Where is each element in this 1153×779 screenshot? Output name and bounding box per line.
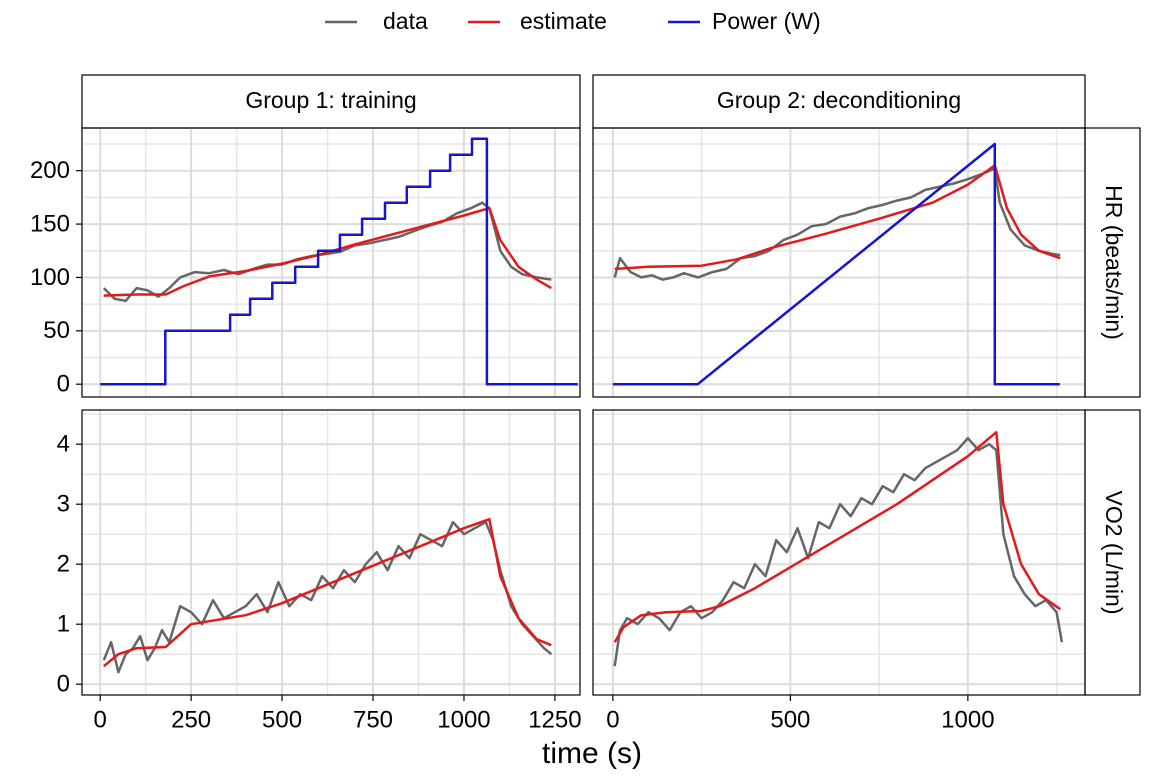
x-tick-label: 1000 — [941, 706, 994, 733]
y-tick-label: 2 — [57, 551, 70, 578]
panel — [593, 410, 1085, 695]
x-axis-label: time (s) — [542, 737, 642, 770]
y-tick-label: 4 — [57, 431, 70, 458]
y-tick-label: 1 — [57, 611, 70, 638]
panel-border — [81, 127, 581, 398]
strip — [81, 74, 581, 129]
y-tick-label: 150 — [30, 210, 70, 237]
strip — [1084, 127, 1141, 398]
strip-label: Group 1: training — [245, 87, 416, 113]
series-line — [100, 137, 578, 386]
y-tick-label: 3 — [57, 491, 70, 518]
y-tick-label: 0 — [57, 371, 70, 398]
x-tick-label: 250 — [171, 706, 211, 733]
legend-label: data — [383, 8, 428, 34]
y-tick-label: 200 — [30, 157, 70, 184]
series-line — [103, 517, 552, 668]
strip — [592, 74, 1086, 129]
panel-border — [592, 409, 1086, 696]
series-line — [614, 164, 1061, 271]
legend-label: Power (W) — [712, 8, 821, 34]
strip-label: HR (beats/min) — [1101, 185, 1127, 340]
panel-border — [592, 127, 1086, 398]
x-tick-label: 0 — [94, 706, 107, 733]
x-tick-label: 0 — [606, 706, 619, 733]
panel — [593, 128, 1085, 397]
x-tick-label: 750 — [353, 706, 393, 733]
x-tick-label: 1000 — [437, 706, 490, 733]
panel-border — [81, 409, 581, 696]
x-tick-label: 500 — [262, 706, 302, 733]
y-tick-label: 100 — [30, 264, 70, 291]
series-line — [613, 430, 1061, 643]
strip — [1084, 409, 1141, 696]
series-line — [613, 436, 1064, 667]
strip-label: VO2 (L/min) — [1101, 491, 1127, 615]
y-tick-label: 0 — [57, 671, 70, 698]
series-line — [612, 142, 1060, 386]
x-tick-label: 1250 — [528, 706, 581, 733]
x-tick-label: 500 — [770, 706, 810, 733]
legend-label: estimate — [520, 8, 607, 34]
panel — [82, 128, 580, 397]
series-line — [103, 206, 552, 297]
panel — [82, 410, 580, 695]
strip-label: Group 2: deconditioning — [717, 87, 961, 113]
y-tick-label: 50 — [43, 317, 70, 344]
